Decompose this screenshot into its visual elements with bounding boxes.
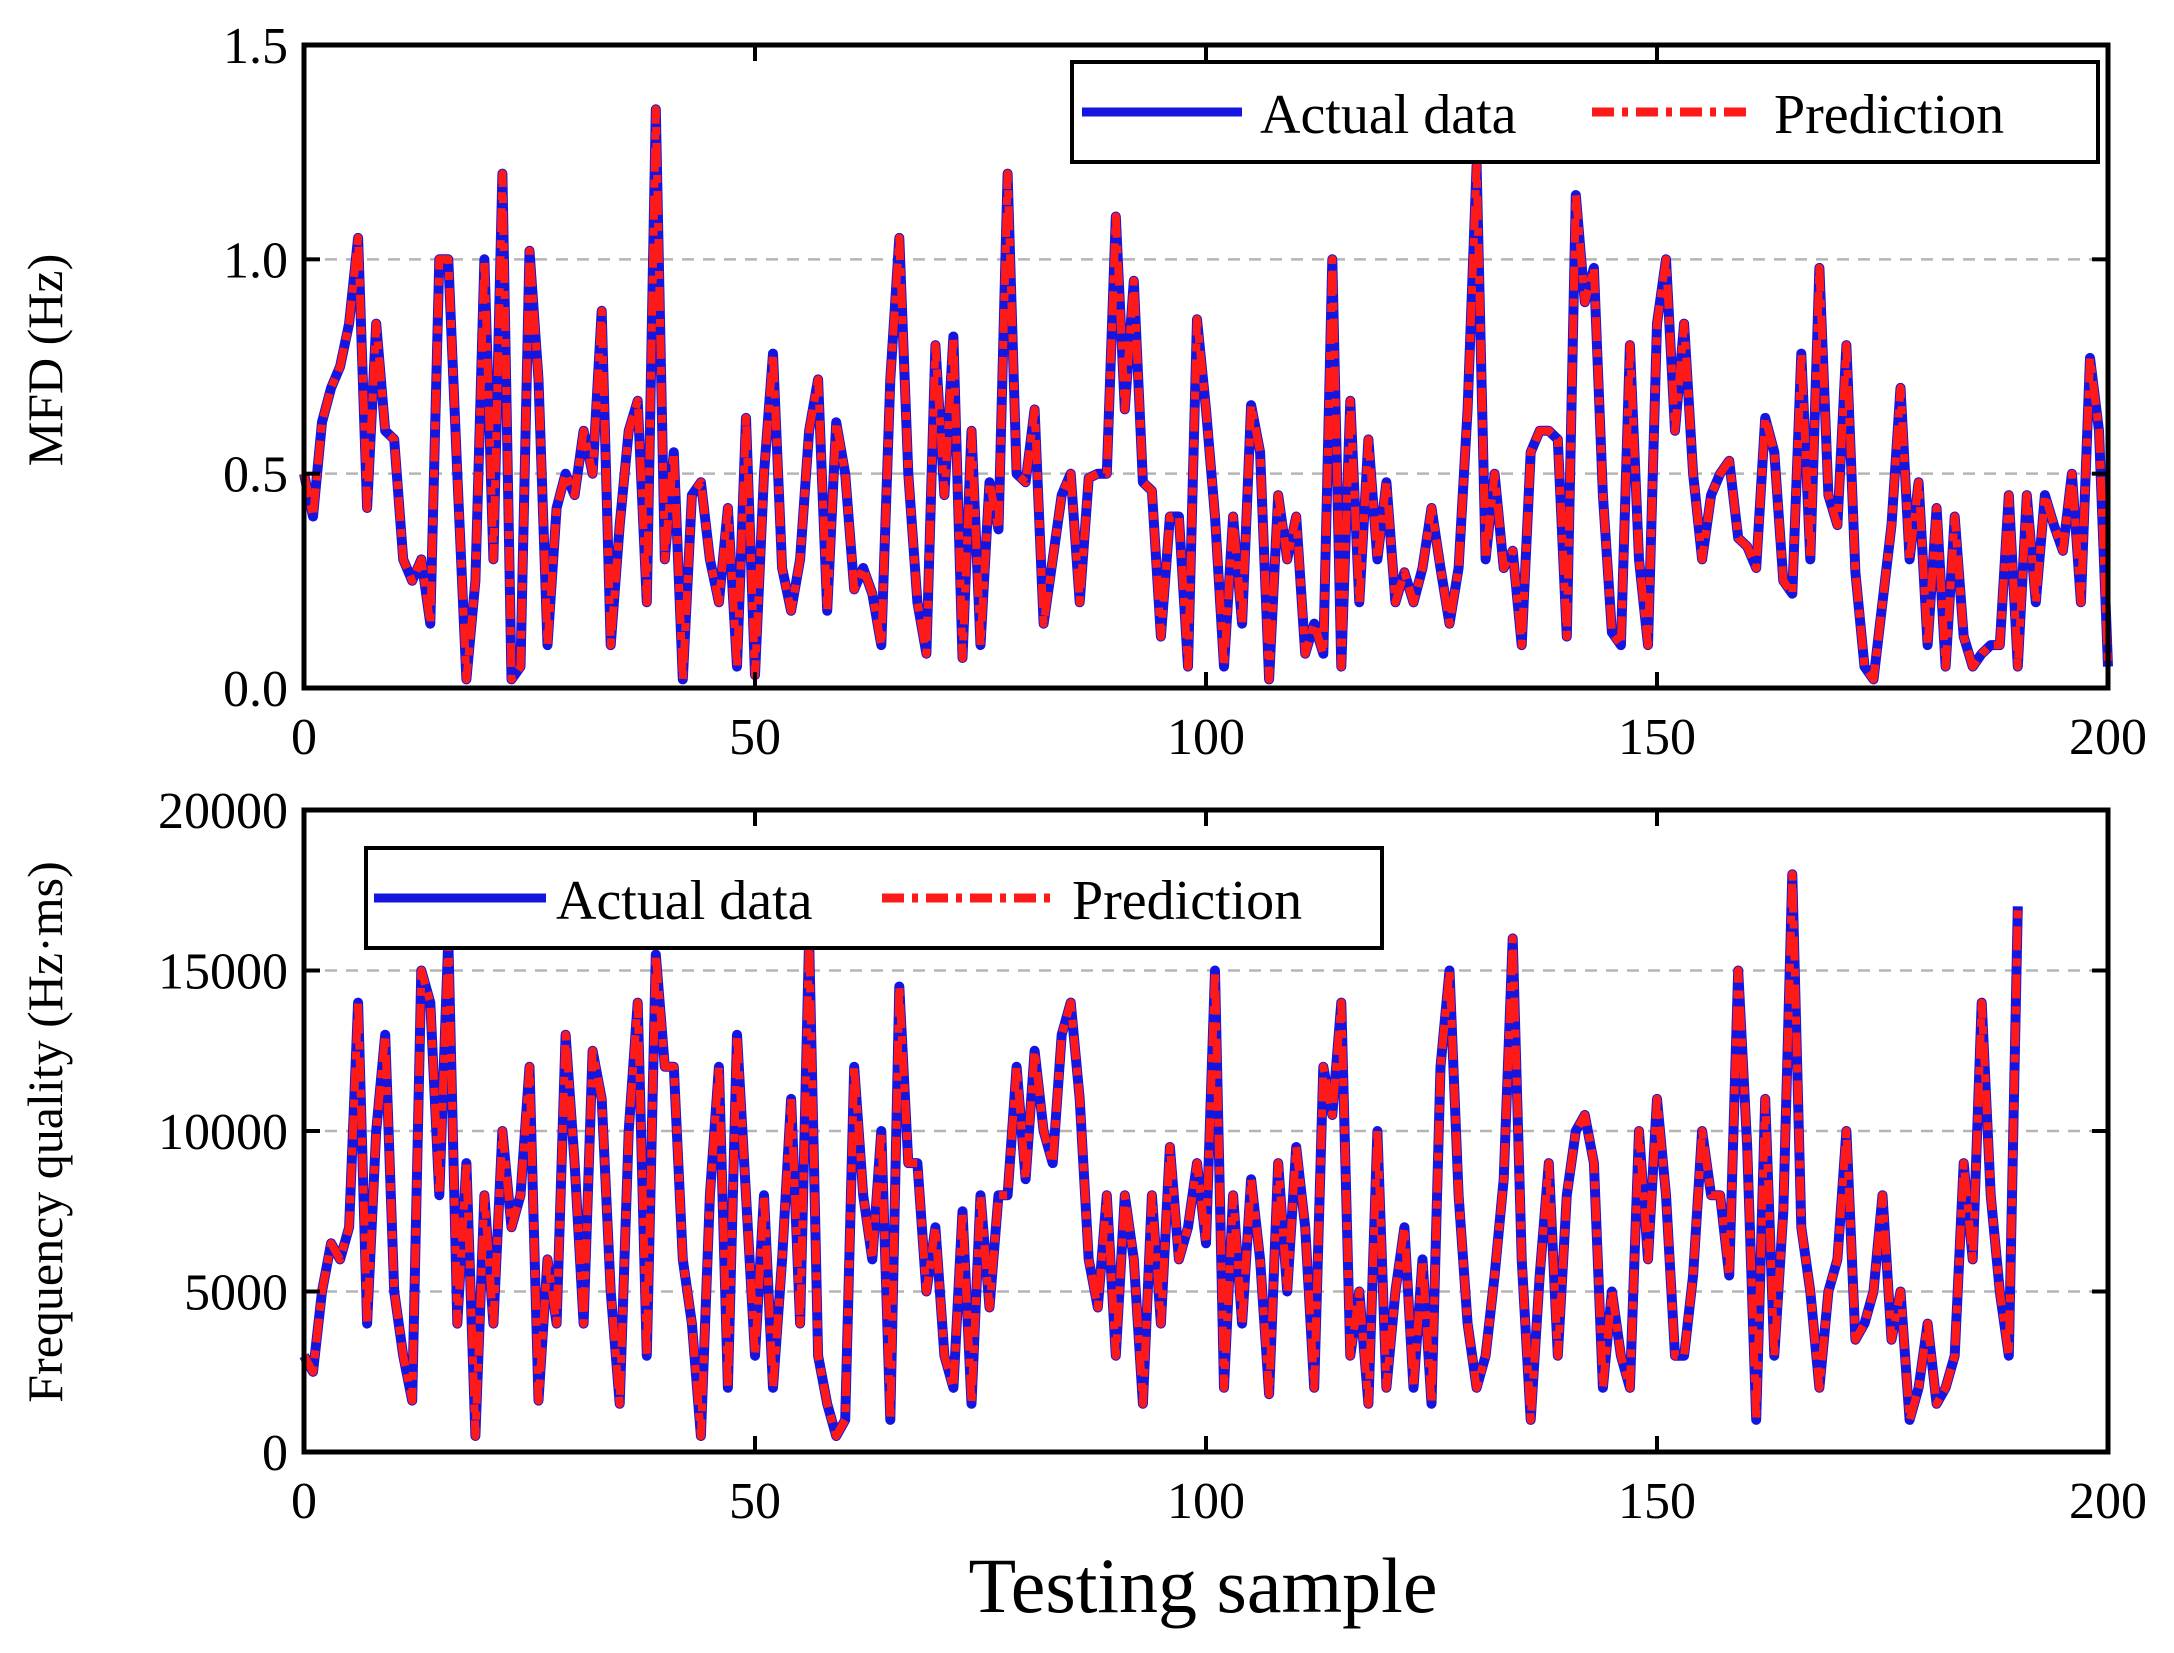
fq-x-tick-label: 0	[291, 1473, 317, 1530]
fq-y-tick-label: 20000	[158, 783, 288, 840]
fq-legend-box	[364, 846, 1384, 950]
fq-x-tick-label: 100	[1167, 1473, 1245, 1530]
fq-y-tick-label: 15000	[158, 944, 288, 1001]
fq-x-tick-label: 200	[2069, 1473, 2147, 1530]
mfd-x-tick-label: 50	[729, 709, 781, 766]
fq-x-tick-label: 50	[729, 1473, 781, 1530]
mfd-chart: 0 50 100 150 200 0.0 0.5 1.0 1.5 MFD (Hz) Actual…	[17, 18, 2147, 766]
mfd-x-tick-label: 100	[1167, 709, 1245, 766]
mfd-legend-actual-label: Actual data	[1260, 84, 1517, 146]
mfd-series	[299, 104, 2113, 685]
mfd-y-tick-label: 0.5	[223, 447, 288, 504]
fq-x-tick-label: 150	[1618, 1473, 1696, 1530]
mfd-y-axis-label: MFD (Hz)	[17, 254, 73, 466]
mfd-legend-box	[1070, 60, 2100, 164]
fq-legend-prediction-label: Prediction	[1072, 870, 1302, 932]
mfd-x-tick-label: 0	[291, 709, 317, 766]
fq-y-axis-label: Frequency quality (Hz·ms)	[17, 861, 73, 1403]
mfd-series-actual-data-line	[299, 104, 2113, 685]
mfd-legend-prediction-label: Prediction	[1774, 84, 2004, 146]
mfd-y-tick-label: 1.0	[223, 232, 288, 289]
mfd-tick-labels: 0 50 100 150 200 0.0 0.5 1.0 1.5	[223, 18, 2147, 766]
frequency-quality-chart: 0 50 100 150 200 0 5000 10000 15000 20000 Frequen…	[17, 783, 2147, 1530]
fq-y-tick-label: 0	[262, 1425, 288, 1482]
mfd-ticks	[302, 43, 2110, 690]
shared-x-axis-label: Testing sample	[969, 1542, 1438, 1629]
fq-ticks	[302, 808, 2110, 1454]
fq-tick-labels: 0 50 100 150 200 0 5000 10000 15000 20000	[158, 783, 2147, 1530]
fq-y-tick-label: 5000	[184, 1265, 288, 1322]
mfd-legend: Actual data Prediction	[1070, 60, 2100, 164]
fq-series	[299, 869, 2023, 1441]
fq-series-prediction-line	[300, 870, 2022, 1440]
fq-legend-actual-label: Actual data	[556, 870, 813, 932]
mfd-series-prediction-line	[300, 105, 2112, 684]
mfd-x-tick-label: 150	[1618, 709, 1696, 766]
mfd-y-tick-label: 0.0	[223, 661, 288, 718]
fq-legend: Actual data Prediction	[364, 846, 1384, 950]
fq-y-tick-label: 10000	[158, 1104, 288, 1161]
mfd-y-tick-label: 1.5	[223, 18, 288, 75]
mfd-x-tick-label: 200	[2069, 709, 2147, 766]
